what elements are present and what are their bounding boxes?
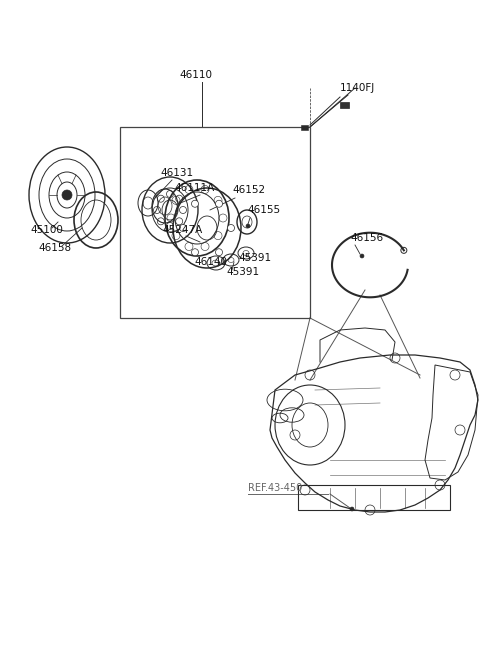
Text: 46111A: 46111A bbox=[174, 183, 214, 193]
Text: 46110: 46110 bbox=[180, 70, 213, 80]
Circle shape bbox=[216, 200, 223, 207]
Circle shape bbox=[192, 200, 199, 207]
Circle shape bbox=[228, 224, 235, 232]
Text: 1140FJ: 1140FJ bbox=[340, 83, 375, 93]
Text: 45247A: 45247A bbox=[162, 225, 202, 235]
Text: 46131: 46131 bbox=[160, 168, 193, 178]
Circle shape bbox=[360, 254, 364, 258]
Text: 45391: 45391 bbox=[226, 267, 259, 277]
Bar bbox=[340, 102, 349, 108]
Text: 45100: 45100 bbox=[30, 225, 63, 235]
Circle shape bbox=[246, 224, 250, 228]
Text: 46156: 46156 bbox=[350, 233, 383, 243]
Circle shape bbox=[62, 190, 72, 200]
Circle shape bbox=[192, 249, 199, 256]
Text: REF.43-450: REF.43-450 bbox=[248, 483, 302, 493]
Circle shape bbox=[350, 507, 354, 511]
Circle shape bbox=[180, 224, 187, 232]
Circle shape bbox=[216, 249, 223, 256]
Text: 46152: 46152 bbox=[232, 185, 265, 195]
Bar bbox=[120, 127, 310, 318]
Text: 46158: 46158 bbox=[38, 243, 71, 253]
Text: 46155: 46155 bbox=[247, 205, 280, 215]
Text: 46140: 46140 bbox=[194, 257, 227, 267]
Bar bbox=[301, 125, 308, 130]
Text: 45391: 45391 bbox=[238, 253, 271, 263]
